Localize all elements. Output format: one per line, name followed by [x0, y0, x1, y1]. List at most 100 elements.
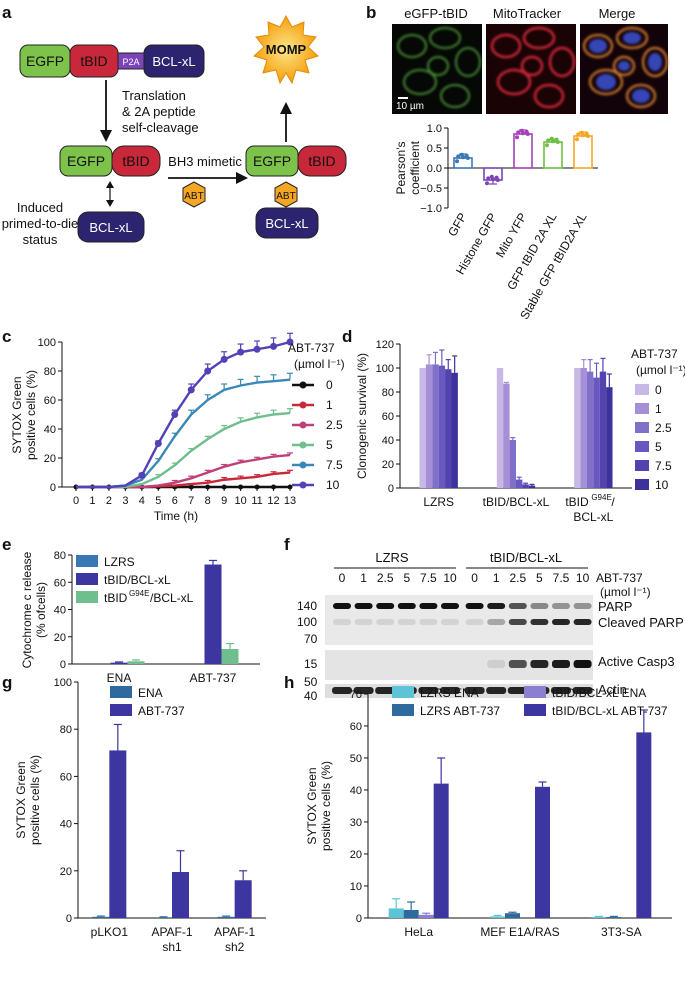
c-legend-marker	[299, 401, 307, 409]
momp-starburst	[253, 14, 319, 85]
bclxl-label-top: BCL-xL	[152, 54, 195, 69]
b-ytick-label: 1.0	[427, 123, 442, 135]
c-xtick-label: 5	[155, 495, 161, 507]
d-legend-swatch	[635, 403, 649, 414]
tbid-label-right: tBID	[308, 153, 335, 169]
c-xtick-label: 7	[188, 495, 194, 507]
e-legend-superscript: G94E	[129, 589, 149, 598]
band-actin	[375, 687, 396, 694]
g-legend-label: ABT-737	[138, 704, 185, 718]
h-bar	[606, 917, 622, 918]
panel-e-cytochrome-chart: 0 20 40 60 80 Cytochrome c release (% ofcells)…	[20, 550, 260, 685]
d-legend-label: 10	[655, 478, 669, 492]
band-label-cleaved-parp: Cleaved PARP	[598, 615, 684, 630]
c-xtick-label: 12	[267, 495, 279, 507]
momp-label: MOMP	[266, 42, 307, 57]
c-point	[188, 484, 194, 490]
blot-lane-label: 10	[443, 571, 457, 585]
c-ylabel: positive cells (%)	[24, 370, 38, 460]
p2a-label: P2A	[122, 57, 139, 67]
c-ytick-label: 80	[44, 366, 56, 378]
band-label-parp: PARP	[598, 599, 632, 614]
h-bar	[505, 913, 520, 918]
e-legend-label: tBID/BCL-xL	[104, 573, 171, 587]
blot-group-tbid: tBID/BCL-xL	[490, 550, 562, 565]
c-legend-marker	[299, 481, 307, 489]
c-legend-label: 2.5	[326, 418, 343, 432]
band-casp3	[487, 660, 506, 668]
b-point	[525, 132, 530, 136]
c-point	[154, 440, 162, 447]
e-ytick-label: 20	[54, 632, 66, 644]
b-ytick-label: 0.0	[427, 163, 442, 175]
bclxl-label-right: BCL-xL	[265, 216, 308, 231]
g-ytick-label: 80	[60, 724, 72, 736]
h-bar	[388, 908, 404, 918]
d-ylabel: Clonogenic survival (%)	[355, 353, 369, 479]
h-ytick-label: 20	[350, 849, 362, 861]
d-bar	[586, 371, 594, 488]
mw-140: 140	[297, 599, 317, 613]
g-ytick-label: 100	[54, 677, 72, 689]
band-parp	[552, 603, 570, 609]
b-ytick-label: 0.5	[427, 143, 442, 155]
band-cleaved-parp	[573, 619, 592, 625]
c-point	[271, 484, 277, 490]
g-legend-swatch	[110, 704, 132, 716]
d-ytick-label: 100	[376, 363, 394, 375]
c-point	[253, 345, 261, 353]
g-bar	[172, 871, 189, 918]
micrograph-mitotracker	[486, 24, 576, 114]
h-category-label: HeLa	[404, 925, 433, 939]
tbid-label-mid: tBID	[122, 153, 149, 169]
d-legend-swatch	[635, 441, 649, 452]
d-legend-swatch	[635, 479, 649, 490]
band-actin	[551, 687, 571, 694]
b-point	[585, 134, 590, 138]
translation-line-1: Translation	[122, 88, 186, 103]
d-bar	[599, 371, 607, 488]
h-bar	[433, 783, 449, 918]
band-cleaved-parp	[397, 619, 416, 625]
h-ytick-label: 30	[350, 817, 362, 829]
d-category-label-part: tBID	[565, 495, 589, 509]
blot-lane-label: 5	[403, 571, 410, 585]
b-point	[581, 133, 585, 138]
c-point	[287, 484, 293, 490]
c-ytick-label: 40	[44, 424, 56, 436]
c-xtick-label: 3	[122, 495, 128, 507]
egfp-label-top: EGFP	[26, 53, 64, 69]
band-parp	[573, 603, 592, 609]
g-bar	[155, 917, 172, 918]
h-bar	[490, 916, 505, 918]
d-legend-title: (µmol l⁻¹)	[636, 363, 685, 377]
d-ytick-label: 60	[382, 411, 394, 423]
b-point	[576, 132, 581, 137]
d-bar	[606, 387, 613, 488]
blot-dose-line-2: (µmol l⁻¹)	[600, 585, 651, 599]
e-ytick-label: 80	[54, 550, 66, 562]
d-bar	[593, 377, 600, 488]
c-point	[237, 348, 245, 356]
c-point	[221, 484, 227, 490]
tbid-label-top: tBID	[80, 53, 107, 69]
c-point	[171, 411, 179, 418]
h-ytick-label: 0	[356, 913, 362, 925]
h-bar	[535, 786, 550, 918]
c-legend-marker	[299, 441, 307, 449]
b-point	[521, 131, 525, 136]
c-point	[286, 338, 294, 346]
h-ytick-label: 50	[350, 753, 362, 765]
bh3-mimetic-label: BH3 mimetic	[168, 154, 242, 169]
band-casp3	[552, 660, 570, 668]
g-ytick-label: 40	[60, 819, 72, 831]
b-point	[465, 156, 470, 160]
c-point	[138, 471, 146, 479]
band-label-actin: Actin	[598, 682, 627, 697]
h-legend-swatch	[392, 704, 414, 716]
c-legend-marker	[299, 421, 307, 429]
c-xtick-label: 2	[106, 495, 112, 507]
band-parp	[508, 603, 527, 609]
panel-label-c: c	[2, 327, 11, 346]
d-bar	[438, 365, 446, 488]
